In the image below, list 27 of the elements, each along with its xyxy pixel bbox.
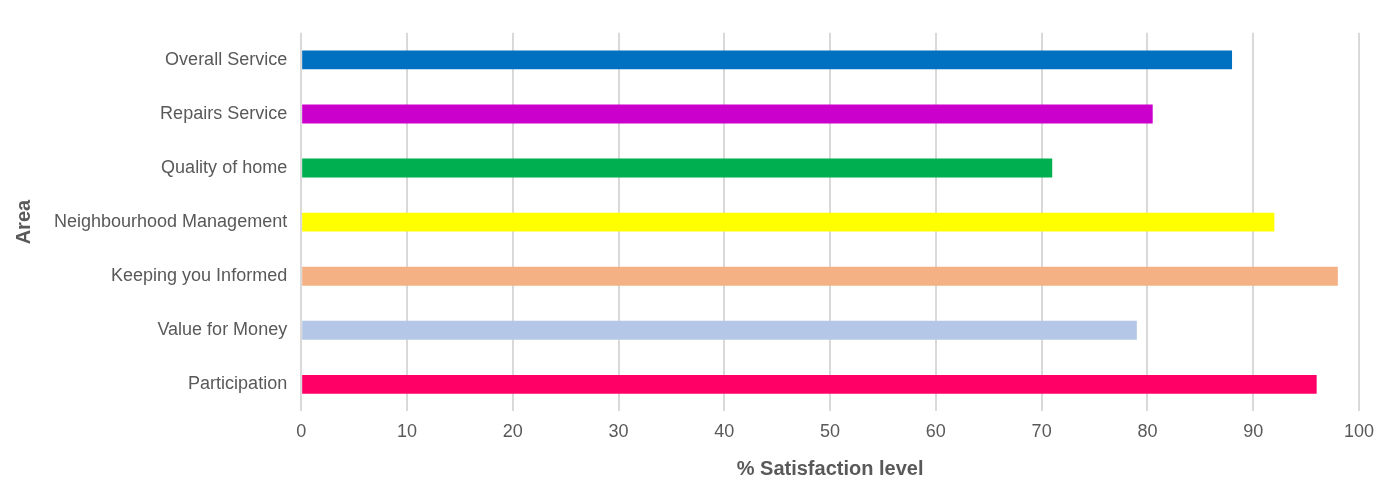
y-tick-label: Value for Money (157, 319, 288, 340)
x-tick-label: 40 (714, 421, 735, 442)
x-tick-label: 90 (1243, 421, 1264, 442)
x-tick-label: 0 (296, 421, 307, 442)
y-tick-label: Keeping you Informed (111, 265, 288, 286)
bar (302, 320, 1137, 340)
x-axis-title: % Satisfaction level (736, 456, 924, 479)
x-tick-label: 60 (925, 421, 946, 442)
bar (302, 266, 1338, 286)
bar (302, 104, 1153, 124)
bar (302, 158, 1053, 178)
y-tick-label: Repairs Service (160, 102, 288, 123)
x-tick-label: 100 (1343, 421, 1375, 442)
y-tick-label: Quality of home (161, 156, 288, 177)
x-tick-label: 10 (396, 421, 417, 442)
x-tick-label: 30 (608, 421, 629, 442)
x-tick-label: 50 (820, 421, 841, 442)
y-tick-label: Neighbourhood Management (53, 211, 288, 232)
bar (302, 50, 1233, 70)
y-tick-label: Overall Service (165, 48, 288, 69)
x-tick-label: 70 (1031, 421, 1052, 442)
x-tick-label: 20 (502, 421, 523, 442)
y-axis-title: Area (11, 198, 34, 245)
bar (302, 374, 1317, 394)
y-tick-label: Participation (188, 373, 288, 394)
x-tick-label: 80 (1137, 421, 1158, 442)
bar (302, 212, 1275, 232)
